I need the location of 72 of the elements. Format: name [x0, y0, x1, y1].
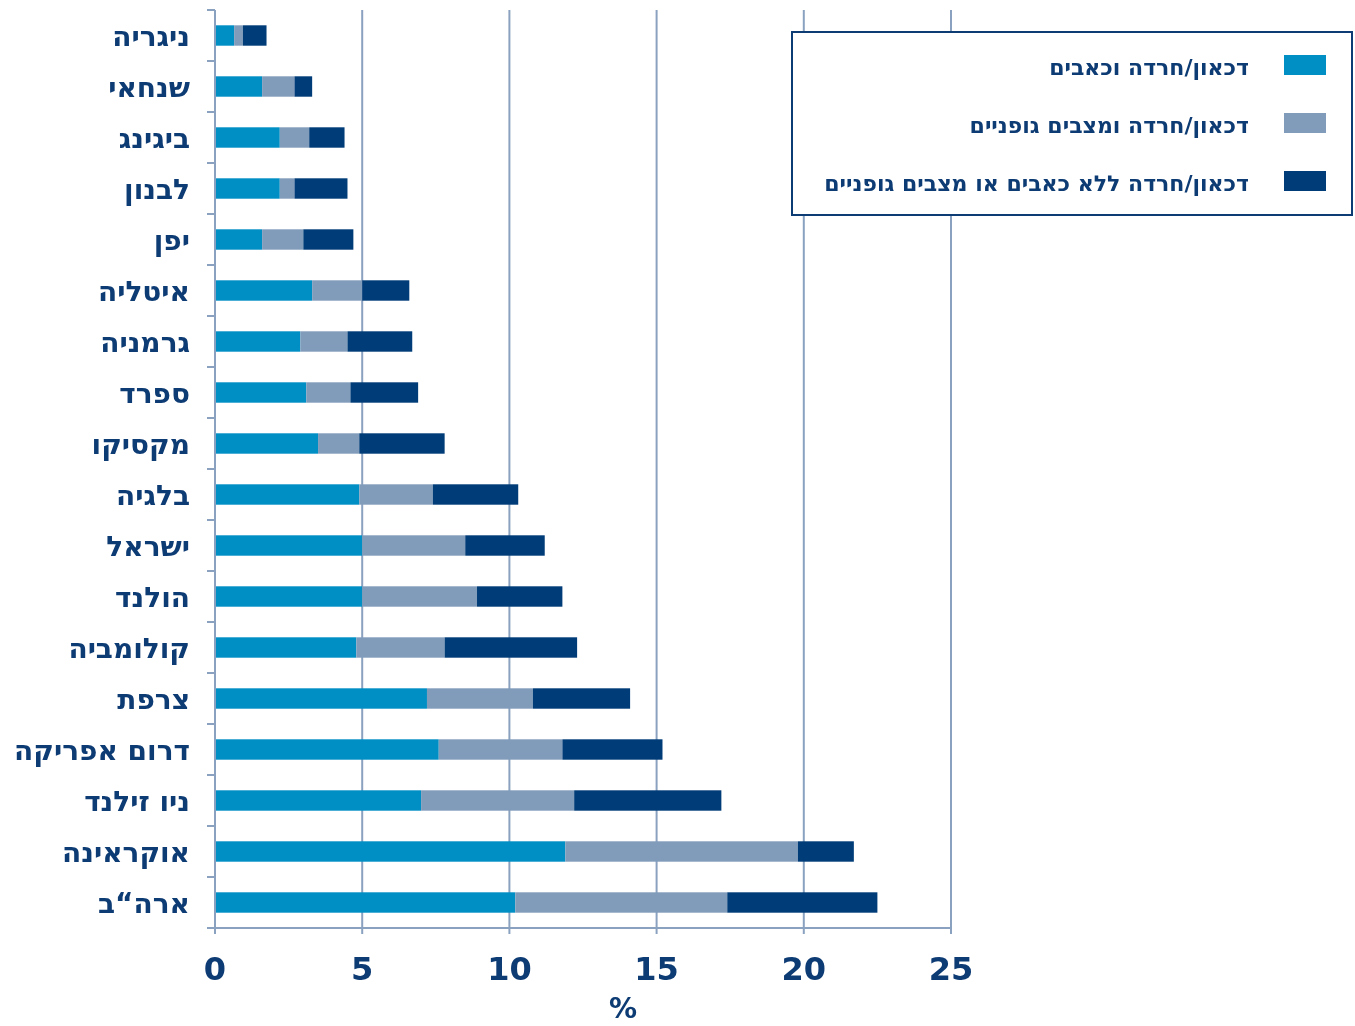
y-tick-label: גרמניה [100, 325, 190, 359]
bar [279, 127, 310, 148]
bar [215, 331, 301, 352]
bar [234, 25, 243, 46]
y-tick-label: ביגינג [118, 121, 190, 155]
bar [359, 433, 445, 454]
bar [262, 76, 295, 97]
x-axis-title: % [608, 992, 638, 1025]
y-tick-label: הולנד [115, 580, 190, 614]
y-tick-label: צרפת [117, 682, 190, 716]
legend-label: דכאון/חרדה ללא כאבים או מצבים גופניים [824, 171, 1249, 196]
bar [215, 484, 360, 505]
bar [300, 331, 348, 352]
bar [215, 127, 280, 148]
bar [215, 637, 357, 658]
y-tick-label: ישראל [106, 529, 190, 563]
bar [294, 76, 313, 97]
y-tick-label: ארה“ב [98, 886, 190, 920]
bar [574, 790, 722, 811]
y-tick-label: אוקראינה [61, 835, 190, 869]
y-tick-label: איטליה [97, 274, 190, 308]
bar [294, 178, 348, 199]
bar [432, 484, 519, 505]
y-tick-label: יפן [153, 223, 190, 257]
bar [477, 586, 563, 607]
bar [562, 739, 663, 760]
bar [279, 178, 295, 199]
bar [215, 280, 313, 301]
legend-label: דכאון/חרדה ומצבים גופניים [969, 113, 1249, 138]
bar [318, 433, 360, 454]
bar [362, 280, 410, 301]
x-tick-label: 10 [487, 950, 532, 988]
y-tick-label: ספרד [119, 376, 190, 410]
bar [215, 382, 307, 403]
bar [215, 688, 427, 709]
bar [215, 586, 363, 607]
bar [727, 892, 878, 913]
y-tick-label: מקסיקו [91, 427, 190, 461]
y-tick-label: שנחאי [108, 70, 190, 104]
y-tick-label: ניו זילנד [84, 784, 190, 818]
legend-label: דכאון/חרדה וכאבים [1049, 55, 1249, 80]
x-tick-label: 25 [928, 950, 974, 988]
bar [215, 229, 263, 250]
bar [306, 382, 351, 403]
bar [303, 229, 354, 250]
bar [444, 637, 578, 658]
y-tick-label: בלגיה [115, 478, 190, 512]
y-tick-label: דרום אפריקה [14, 733, 190, 767]
x-tick-label: 20 [781, 950, 827, 988]
bar [215, 76, 263, 97]
bar [215, 433, 319, 454]
bar [215, 25, 235, 46]
bar [350, 382, 419, 403]
bar [215, 841, 566, 862]
y-tick-label: קולומביה [68, 631, 190, 665]
y-tick-label: לבנון [124, 172, 190, 206]
x-tick-label: 0 [203, 950, 227, 988]
bar [215, 178, 280, 199]
x-tick-label: 15 [634, 950, 679, 988]
bar [309, 127, 345, 148]
bar [262, 229, 304, 250]
bar [215, 739, 439, 760]
bar [215, 790, 422, 811]
bar [465, 535, 545, 556]
bar [797, 841, 854, 862]
bar [242, 25, 267, 46]
bar [347, 331, 413, 352]
bar [532, 688, 631, 709]
bar [215, 892, 516, 913]
x-tick-label: 5 [351, 950, 374, 988]
bar [215, 535, 363, 556]
y-tick-label: ניגריה [112, 19, 190, 53]
